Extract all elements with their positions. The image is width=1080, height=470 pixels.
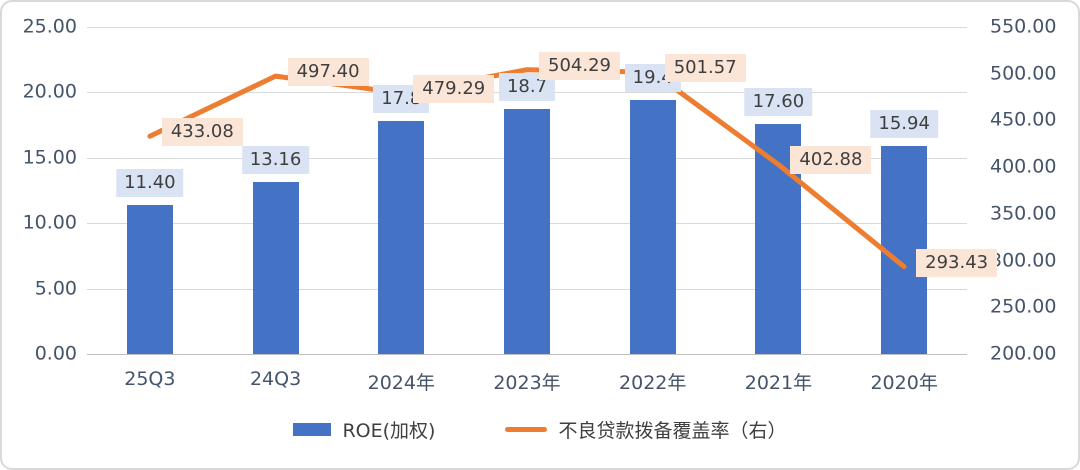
left-axis-tick: 20.00 [22, 80, 77, 103]
gridline [87, 27, 967, 28]
line-data-label: 433.08 [161, 118, 243, 147]
x-axis-category: 2021年 [744, 372, 813, 394]
left-axis-tick: 25.00 [22, 15, 77, 38]
x-axis-category: 24Q3 [249, 368, 302, 390]
roe-bar [378, 121, 425, 354]
left-axis-tick: 10.00 [22, 211, 77, 234]
line-data-label: 293.43 [916, 248, 998, 277]
right-axis-tick: 450.00 [990, 108, 1057, 131]
line-data-label: 402.88 [790, 146, 872, 175]
right-axis-tick: 500.00 [990, 62, 1057, 85]
x-axis-category: 2020年 [870, 372, 938, 394]
bar-series-swatch-icon [293, 423, 332, 436]
roe-bar [126, 204, 173, 354]
right-axis-tick: 200.00 [990, 342, 1057, 365]
x-axis-line [87, 354, 967, 355]
left-axis-tick: 5.00 [34, 277, 77, 300]
bar-data-label: 17.8 [373, 85, 430, 114]
line-data-label: 501.57 [664, 54, 746, 83]
line-series-swatch-icon [505, 427, 548, 432]
roe-bar [629, 100, 676, 354]
right-axis-tick: 350.00 [990, 202, 1057, 225]
legend-label-coverage: 不良贷款拨备覆盖率（右） [558, 420, 787, 442]
right-axis-tick: 400.00 [990, 155, 1057, 178]
legend-item-coverage: 不良贷款拨备覆盖率（右） [505, 416, 787, 443]
right-axis-tick: 550.00 [990, 15, 1057, 38]
left-axis-tick: 0.00 [34, 342, 77, 365]
x-axis-category: 25Q3 [124, 368, 176, 390]
left-axis-tick: 15.00 [22, 146, 77, 169]
line-data-label: 504.29 [539, 51, 620, 80]
bar-data-label: 13.16 [241, 145, 310, 174]
bar-data-label: 11.40 [116, 168, 184, 197]
bar-data-label: 15.94 [870, 109, 938, 138]
right-axis-tick: 300.00 [990, 249, 1057, 272]
roe-bar [252, 181, 299, 354]
bar-data-label: 17.60 [744, 87, 813, 116]
x-axis-category: 2022年 [619, 372, 687, 394]
line-data-label: 479.29 [413, 75, 495, 104]
x-axis-category: 2024年 [367, 372, 435, 394]
right-axis-tick: 250.00 [990, 295, 1057, 318]
legend: ROE(加权) 不良贷款拨备覆盖率（右） [2, 416, 1078, 443]
legend-label-roe: ROE(加权) [342, 420, 436, 442]
legend-item-roe: ROE(加权) [293, 416, 435, 443]
roe-bar [504, 109, 550, 354]
line-data-label: 497.40 [287, 58, 369, 87]
x-axis-category: 2023年 [493, 372, 561, 394]
